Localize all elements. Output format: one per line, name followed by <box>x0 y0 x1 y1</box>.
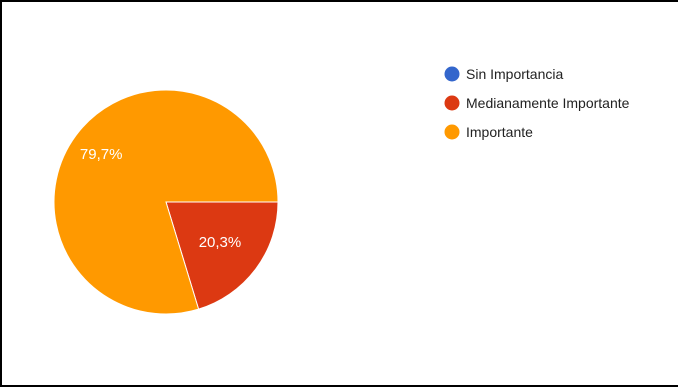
legend-swatch-sin-importancia <box>444 66 460 82</box>
legend-label-sin-importancia: Sin Importancia <box>466 66 563 82</box>
legend-swatch-importante <box>444 124 460 140</box>
legend-label-importante: Importante <box>466 124 533 140</box>
legend-swatch-medianamente-importante <box>444 95 460 111</box>
pie-slices <box>53 89 279 315</box>
pie-slice-medianamente-importante <box>165 201 279 310</box>
pie-slice-labels: 20,3% 79,7% <box>80 146 241 251</box>
slice-label-importante: 79,7% <box>80 146 123 163</box>
legend: Sin Importancia Medianamente Importante Im… <box>444 66 630 140</box>
slice-label-medianamente-importante: 20,3% <box>199 234 242 251</box>
pie-slice-importante <box>53 89 279 315</box>
legend-label-medianamente-importante: Medianamente Importante <box>466 95 630 111</box>
